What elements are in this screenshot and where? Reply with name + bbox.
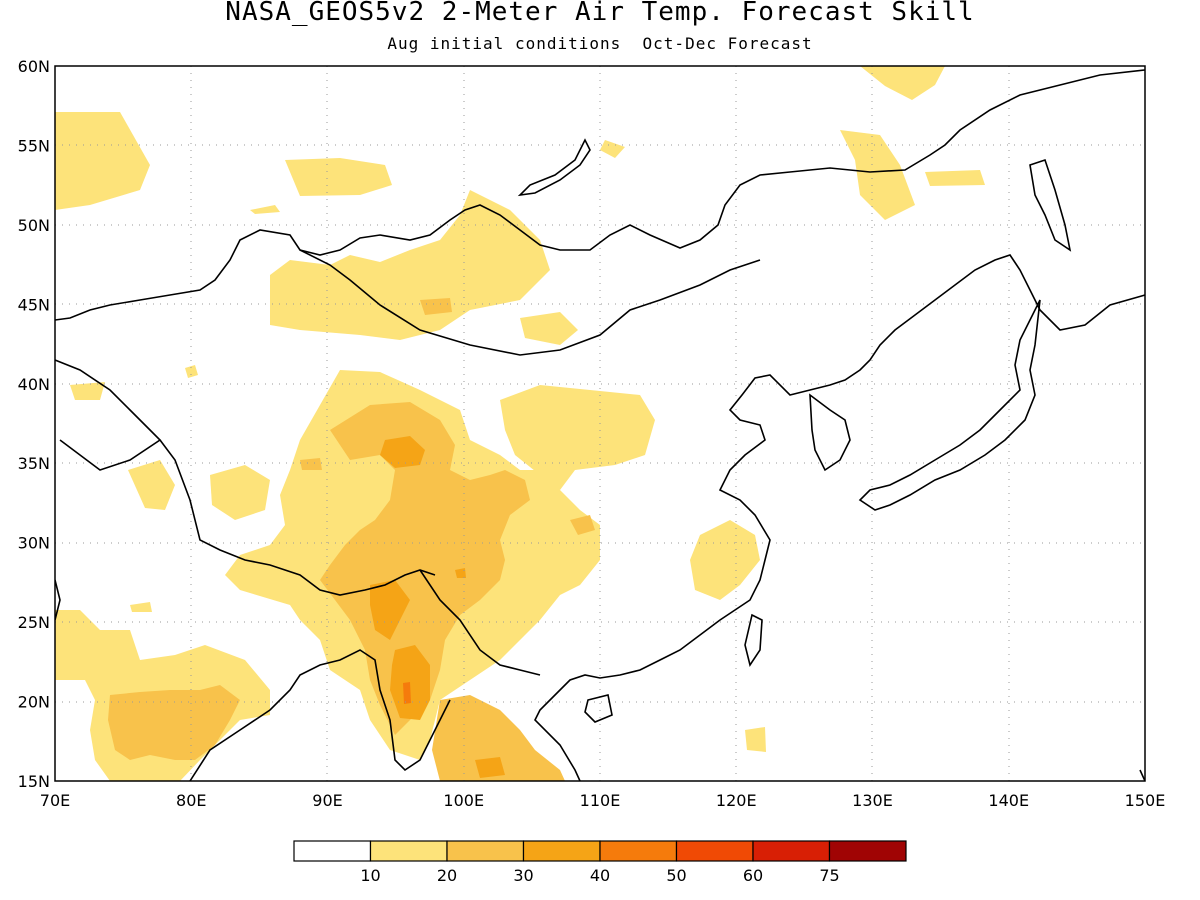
skill-band-40-50 [403,682,411,704]
colorbar-label: 60 [743,866,763,885]
colorbar-label: 20 [437,866,457,885]
coastlines-and-borders [55,69,1145,781]
lon-tick-label: 120E [716,791,757,810]
lon-tick-label: 100E [443,791,484,810]
lon-tick-label: 150E [1125,791,1166,810]
colorbar-label: 50 [666,866,686,885]
lon-tick-label: 110E [580,791,621,810]
colorbar-label: 10 [360,866,380,885]
lat-tick-label: 20N [18,693,50,712]
lat-tick-label: 15N [18,772,50,791]
lat-tick-labels: 15N 20N 25N 30N 35N 40N 45N 50N 55N 60N [18,57,50,791]
lon-tick-labels: 70E 80E 90E 100E 110E 120E 130E 140E 150E [40,791,1166,810]
lat-tick-label: 50N [18,216,50,235]
colorbar-swatch [752,840,831,862]
colorbar-swatch [369,840,448,862]
map-gridlines [55,66,1145,781]
lon-tick-label: 130E [852,791,893,810]
lat-tick-label: 45N [18,295,50,314]
lon-tick-label: 70E [40,791,70,810]
colorbar: 10 20 30 40 50 60 75 [293,840,907,885]
colorbar-label: 75 [819,866,839,885]
lon-tick-label: 90E [312,791,342,810]
colorbar-swatch [446,840,525,862]
colorbar-swatch [675,840,754,862]
colorbar-label: 40 [590,866,610,885]
colorbar-label: 30 [513,866,533,885]
skill-shading [55,66,985,781]
lat-tick-label: 30N [18,534,50,553]
lat-tick-label: 40N [18,375,50,394]
skill-band-20-30 [108,298,595,781]
lon-tick-label: 80E [176,791,206,810]
colorbar-swatch [828,840,907,862]
map-title: NASA_GEOS5v2 2-Meter Air Temp. Forecast … [225,0,975,27]
lat-tick-label: 35N [18,454,50,473]
lon-tick-label: 140E [988,791,1029,810]
map-frame [54,65,1146,782]
skill-band-30-40 [370,436,505,778]
lat-tick-label: 25N [18,613,50,632]
lat-tick-label: 60N [18,57,50,76]
colorbar-swatch [293,840,372,862]
colorbar-swatch [522,840,601,862]
lat-tick-label: 55N [18,136,50,155]
colorbar-swatch [599,840,678,862]
map-subtitle: Aug initial conditions Oct-Dec Forecast [387,34,813,53]
